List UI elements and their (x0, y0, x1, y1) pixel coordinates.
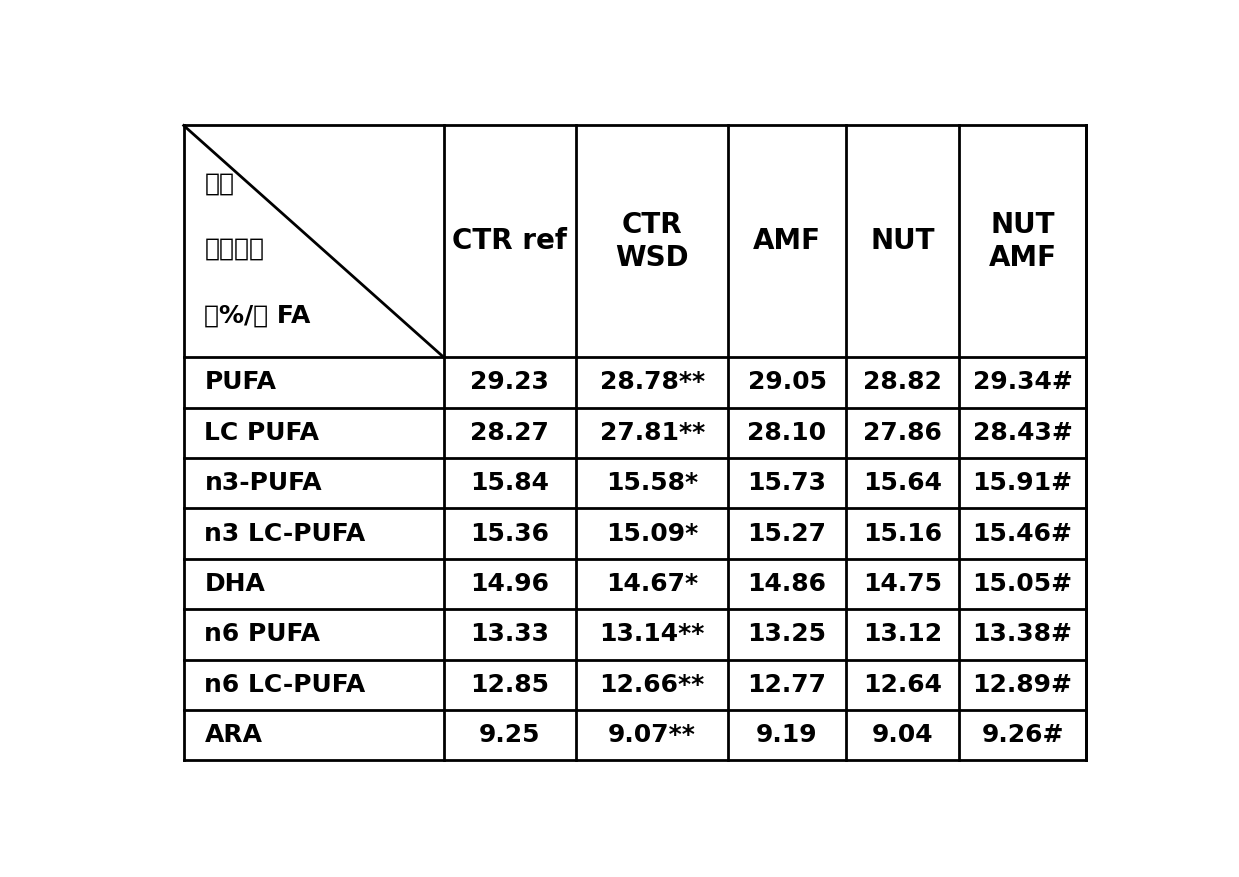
Text: 14.96: 14.96 (471, 572, 549, 596)
Text: 27.86: 27.86 (862, 421, 942, 445)
Text: 29.34#: 29.34# (973, 370, 1073, 395)
Text: 13.14**: 13.14** (600, 623, 705, 646)
Text: 28.27: 28.27 (471, 421, 549, 445)
Text: 15.64: 15.64 (862, 471, 942, 496)
Text: 9.04: 9.04 (871, 723, 933, 747)
Text: 28.43#: 28.43# (973, 421, 1073, 445)
Text: 15.05#: 15.05# (973, 572, 1073, 596)
Text: n6 PUFA: n6 PUFA (204, 623, 321, 646)
Text: 14.67*: 14.67* (606, 572, 699, 596)
Text: 28.10: 28.10 (747, 421, 826, 445)
Text: 15.84: 15.84 (471, 471, 549, 496)
Text: 12.85: 12.85 (471, 673, 549, 696)
Text: 15.58*: 15.58* (606, 471, 699, 496)
Text: DHA: DHA (204, 572, 265, 596)
Text: 13.25: 13.25 (747, 623, 826, 646)
Text: 15.91#: 15.91# (973, 471, 1073, 496)
Text: 9.07**: 9.07** (608, 723, 696, 747)
Text: 12.64: 12.64 (862, 673, 942, 696)
Text: CTR
WSD: CTR WSD (616, 211, 689, 272)
Text: NUT: NUT (870, 227, 934, 255)
Text: 28.78**: 28.78** (600, 370, 705, 395)
Text: 膜食: 膜食 (204, 171, 234, 196)
Text: 量%/总 FA: 量%/总 FA (204, 303, 311, 327)
Text: ARA: ARA (204, 723, 263, 747)
Text: 13.38#: 13.38# (973, 623, 1073, 646)
Text: n6 LC-PUFA: n6 LC-PUFA (204, 673, 366, 696)
Text: 脂肪酸重: 脂肪酸重 (204, 236, 264, 260)
Text: 27.81**: 27.81** (600, 421, 705, 445)
Text: 29.05: 29.05 (747, 370, 826, 395)
Text: LC PUFA: LC PUFA (204, 421, 320, 445)
Text: 9.26#: 9.26# (981, 723, 1064, 747)
Text: 15.09*: 15.09* (606, 522, 699, 545)
Text: 15.36: 15.36 (471, 522, 549, 545)
Text: n3-PUFA: n3-PUFA (204, 471, 322, 496)
Text: NUT
AMF: NUT AMF (989, 211, 1057, 272)
Text: 14.86: 14.86 (747, 572, 826, 596)
Text: 13.12: 13.12 (862, 623, 942, 646)
Text: n3 LC-PUFA: n3 LC-PUFA (204, 522, 366, 545)
Text: 28.82: 28.82 (862, 370, 942, 395)
Text: 15.73: 15.73 (747, 471, 826, 496)
Text: 9.19: 9.19 (756, 723, 818, 747)
Text: 12.89#: 12.89# (973, 673, 1073, 696)
Text: 15.16: 15.16 (862, 522, 942, 545)
Text: CTR ref: CTR ref (452, 227, 567, 255)
Text: 29.23: 29.23 (471, 370, 549, 395)
Text: 12.77: 12.77 (747, 673, 826, 696)
Text: 12.66**: 12.66** (600, 673, 705, 696)
Text: 9.25: 9.25 (479, 723, 540, 747)
Text: 14.75: 14.75 (862, 572, 942, 596)
Text: 13.33: 13.33 (471, 623, 549, 646)
Text: 15.27: 15.27 (747, 522, 826, 545)
Text: AMF: AMF (753, 227, 821, 255)
Text: 15.46#: 15.46# (973, 522, 1073, 545)
Text: PUFA: PUFA (204, 370, 276, 395)
